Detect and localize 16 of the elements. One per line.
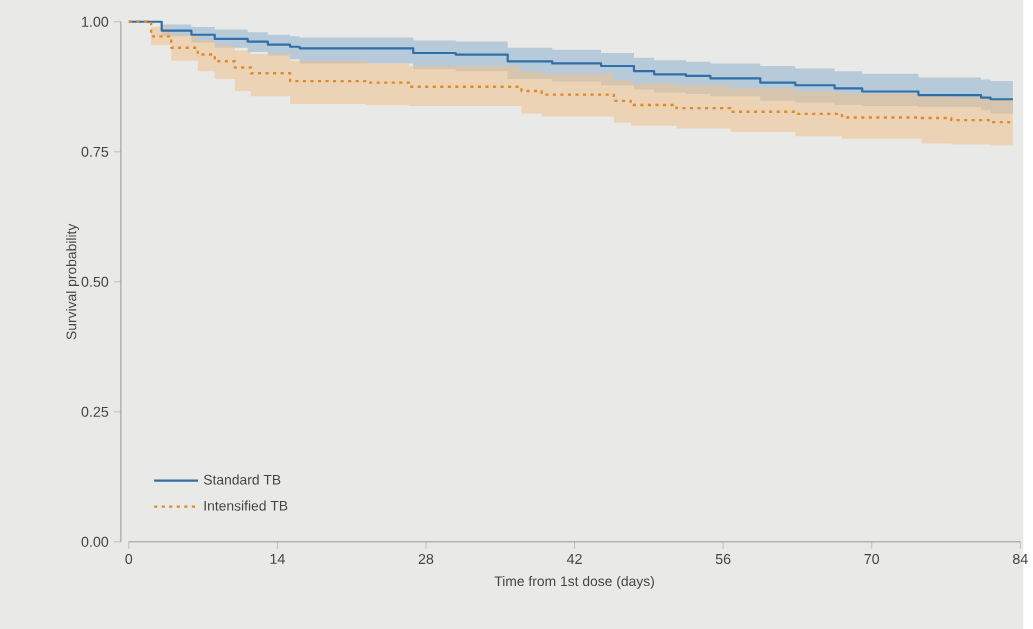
y-tick-label: 1.00 bbox=[82, 16, 109, 27]
x-tick-label: 28 bbox=[418, 553, 434, 565]
y-tick-label: 0.00 bbox=[81, 536, 109, 547]
x-tick-label: 14 bbox=[270, 553, 285, 564]
y-tick-label: 0.25 bbox=[81, 406, 109, 417]
x-tick-label: 84 bbox=[1013, 553, 1028, 565]
y-tick-label: 0.50 bbox=[81, 276, 109, 287]
x-tick-label: 70 bbox=[864, 553, 880, 565]
x-tick-label: 0 bbox=[125, 553, 133, 565]
legend-label: Intensified TB bbox=[204, 500, 288, 511]
x-tick-label: 42 bbox=[566, 553, 582, 564]
x-axis-title: Time from 1st dose (days) bbox=[494, 575, 654, 589]
y-axis-title: Survival probability bbox=[66, 223, 80, 340]
y-tick-label: 0.75 bbox=[81, 146, 109, 157]
x-tick-label: 56 bbox=[715, 553, 731, 565]
legend-label: Standard TB bbox=[203, 474, 281, 485]
